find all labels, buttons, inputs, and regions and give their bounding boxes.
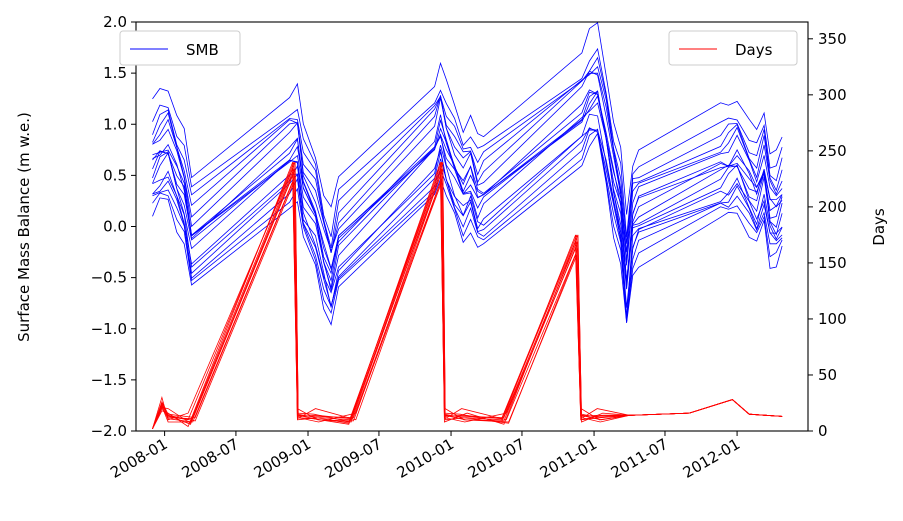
- y2-tick-label: 100: [818, 310, 847, 328]
- smb-series-line: [152, 91, 783, 286]
- legends: SMB Days: [119, 30, 798, 66]
- y2-tick-label: 0: [818, 422, 828, 440]
- smb-series-line: [152, 132, 783, 326]
- days-series-line: [152, 182, 783, 429]
- smb-series-line: [152, 90, 783, 282]
- y-tick-label: 1.0: [103, 115, 127, 133]
- axes: −2.0 −1.5 −1.0 −0.5 0.0 0.5 1.0 1.5 2.0 0 50 100 150…: [91, 13, 847, 482]
- x-tick-label: 2012-01: [680, 435, 743, 482]
- x-tick-label: 2010-07: [465, 435, 528, 482]
- y-tick-label: 2.0: [103, 13, 127, 31]
- legend-box: [119, 30, 241, 66]
- smb-series-line: [152, 70, 783, 266]
- y2-tick-label: 150: [818, 254, 847, 272]
- smb-series-line: [152, 128, 783, 322]
- days-series-line: [152, 182, 783, 429]
- y-tick-label: 0.0: [103, 218, 127, 236]
- smb-series-line: [152, 72, 783, 261]
- x-tick-label: 2008-07: [179, 435, 242, 482]
- y2-tick-label: 200: [818, 198, 847, 216]
- y2-axis-label: Days: [870, 208, 888, 246]
- x-tick-label: 2008-01: [107, 435, 170, 482]
- x-tick-label: 2009-07: [322, 435, 385, 482]
- plot-frame: [135, 21, 809, 432]
- y-tick-label: −0.5: [91, 269, 127, 287]
- series-lines: [152, 22, 783, 429]
- smb-series-line: [152, 128, 783, 321]
- y-tick-label: −2.0: [91, 422, 127, 440]
- y2-tick-label: 50: [818, 366, 837, 384]
- smb-series-line: [152, 129, 783, 317]
- y2-tick-label: 250: [818, 142, 847, 160]
- y2-tick-label: 300: [818, 86, 847, 104]
- x-tick-label: 2011-07: [608, 435, 671, 482]
- y-tick-label: 0.5: [103, 166, 127, 184]
- x-tick-label: 2011-01: [537, 435, 600, 482]
- smb-series-line: [152, 127, 783, 322]
- y2-tick-label: 350: [818, 30, 847, 48]
- smb-series-line: [152, 94, 783, 288]
- legend-box: [668, 30, 798, 66]
- plot-area: [152, 22, 783, 429]
- smb-series-line: [152, 90, 783, 283]
- y-tick-label: −1.5: [91, 371, 127, 389]
- days-series-line: [152, 168, 783, 429]
- smb-series-line: [152, 56, 783, 249]
- smb-series-line: [152, 66, 783, 253]
- smb-series-line: [152, 89, 783, 284]
- x-tick-label: 2009-01: [251, 435, 314, 482]
- x-tick-label: 2010-01: [394, 435, 457, 482]
- y-tick-label: −1.0: [91, 320, 127, 338]
- smb-series-line: [152, 47, 783, 238]
- y-axis-label: Surface Mass Balance (m w.e.): [15, 112, 33, 342]
- y-tick-label: 1.5: [103, 64, 127, 82]
- legend-label: SMB: [186, 41, 219, 59]
- smb-series-line: [152, 22, 783, 215]
- legend-label: Days: [735, 41, 773, 59]
